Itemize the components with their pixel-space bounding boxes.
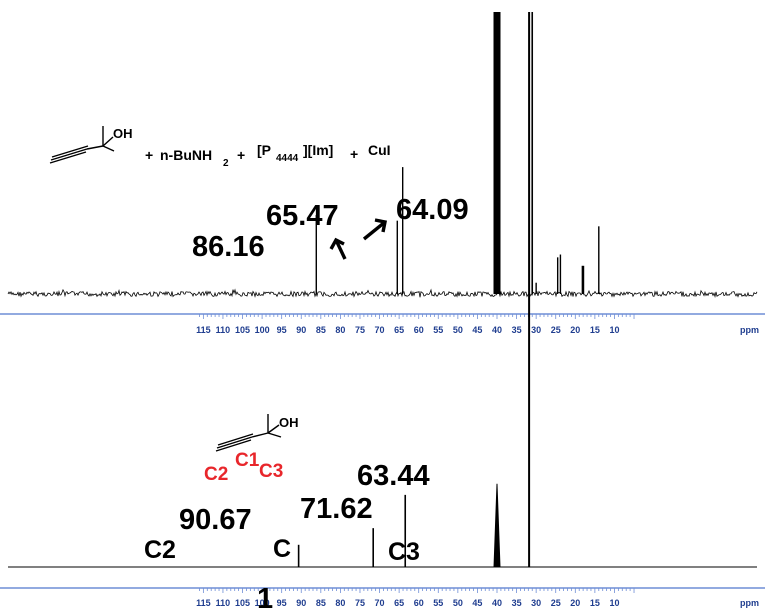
arrow-up-right xyxy=(362,218,388,241)
reagent-copper-iodide: CuI xyxy=(368,142,391,158)
plus-sign-3: + xyxy=(350,146,358,162)
bottom-x-axis: 115 110 105 100 95 90 85 80 75 70 65 60 55 50 45 40 35 30… xyxy=(0,587,765,608)
top-reactant-structure: OH xyxy=(49,126,133,164)
peak-label-71-62: 71.62 xyxy=(300,493,373,525)
bottom-reactant-structure: OH xyxy=(215,414,299,452)
tick-label-25: 25 xyxy=(551,598,561,608)
tick-label-55: 55 xyxy=(433,325,443,335)
tick-label-100: 100 xyxy=(255,598,270,608)
tick-label-75: 75 xyxy=(355,325,365,335)
tick-label-110: 110 xyxy=(216,325,231,335)
top-peak-solvent xyxy=(493,12,501,294)
reagent-ionic-liquid-open: [P xyxy=(257,142,271,158)
reagent-butylamine: n-BuNH xyxy=(160,147,212,163)
top-hydroxyl-label: OH xyxy=(113,126,133,141)
tick-label-110: 110 xyxy=(216,598,231,608)
peak-label-64-09: 64.09 xyxy=(396,194,469,226)
tick-label-30: 30 xyxy=(531,598,541,608)
tick-label-75: 75 xyxy=(355,598,365,608)
tick-label-115: 115 xyxy=(196,598,211,608)
peak-label-65-47: 65.47 xyxy=(266,200,339,232)
compound-number: 1 xyxy=(257,583,273,610)
atom-label-c2: C2 xyxy=(204,464,228,485)
top-spectrum-baseline xyxy=(7,288,758,298)
carbon-label-c2: C2 xyxy=(144,536,176,564)
tick-label-85: 85 xyxy=(316,325,326,335)
tick-label-100: 100 xyxy=(255,325,270,335)
atom-numbering: C2 C1 C3 xyxy=(204,450,283,485)
bottom-hydroxyl-label: OH xyxy=(279,415,299,430)
atom-label-c3: C3 xyxy=(259,461,283,482)
tick-label-55: 55 xyxy=(433,598,443,608)
tick-label-15: 15 xyxy=(590,325,600,335)
tick-label-50: 50 xyxy=(453,598,463,608)
tick-label-70: 70 xyxy=(375,598,385,608)
reaction-conditions: + n-BuNH 2 + [P 4444 ][Im] + CuI xyxy=(145,142,391,169)
tick-label-20: 20 xyxy=(570,325,580,335)
top-x-axis: 115 110 105 100 95 90 85 80 75 70 65 60 55 50 45 40 35 30… xyxy=(0,313,765,335)
tick-label-15: 15 xyxy=(590,598,600,608)
tick-label-115: 115 xyxy=(196,325,211,335)
tick-label-35: 35 xyxy=(512,325,522,335)
top-axis-unit: ppm xyxy=(740,325,759,335)
tick-label-40: 40 xyxy=(492,598,502,608)
tick-label-65: 65 xyxy=(394,325,404,335)
arrow-up-left xyxy=(329,237,347,260)
tick-label-80: 80 xyxy=(335,598,345,608)
peak-label-86-16: 86.16 xyxy=(192,231,265,263)
tick-label-105: 105 xyxy=(235,598,250,608)
peak-label-63-44: 63.44 xyxy=(357,460,430,492)
carbon-label-c3: C3 xyxy=(388,538,420,566)
tick-label-60: 60 xyxy=(414,598,424,608)
tick-label-95: 95 xyxy=(277,325,287,335)
carbon-label-c: C xyxy=(273,535,291,563)
bottom-peak-labels: 90.67 71.62 63.44 C2 C C3 1 xyxy=(144,460,430,610)
tick-label-85: 85 xyxy=(316,598,326,608)
tick-label-25: 25 xyxy=(551,325,561,335)
bottom-axis-unit: ppm xyxy=(740,598,759,608)
tick-label-90: 90 xyxy=(296,325,306,335)
plus-sign-1: + xyxy=(145,147,153,163)
tick-label-50: 50 xyxy=(453,325,463,335)
atom-label-c1: C1 xyxy=(235,450,260,471)
reagent-ionic-liquid-subscript: 4444 xyxy=(276,153,299,164)
tick-label-20: 20 xyxy=(570,598,580,608)
bottom-spectrum-panel: 115 110 105 100 95 90 85 80 75 70 65 60 55 50 45 40 35 30… xyxy=(0,12,765,610)
reagent-butylamine-subscript: 2 xyxy=(223,158,229,169)
bottom-peak-solvent xyxy=(493,483,501,568)
reagent-ionic-liquid-close: ][Im] xyxy=(303,142,333,158)
plus-sign-2: + xyxy=(237,147,245,163)
tick-label-45: 45 xyxy=(472,325,482,335)
tick-label-45: 45 xyxy=(472,598,482,608)
top-spectrum-panel: 115 110 105 100 95 90 85 80 75 70 65 60 55 50 45 40 35 30… xyxy=(0,12,765,335)
tick-label-10: 10 xyxy=(609,598,619,608)
tick-label-35: 35 xyxy=(512,598,522,608)
peak-label-90-67: 90.67 xyxy=(179,504,252,536)
top-peak-labels: 86.16 65.47 64.09 xyxy=(192,194,469,263)
tick-label-30: 30 xyxy=(531,325,541,335)
tick-label-80: 80 xyxy=(335,325,345,335)
tick-label-10: 10 xyxy=(609,325,619,335)
tick-label-70: 70 xyxy=(375,325,385,335)
tick-label-90: 90 xyxy=(296,598,306,608)
tick-label-40: 40 xyxy=(492,325,502,335)
tick-label-65: 65 xyxy=(394,598,404,608)
tick-label-95: 95 xyxy=(277,598,287,608)
tick-label-60: 60 xyxy=(414,325,424,335)
tick-label-105: 105 xyxy=(235,325,250,335)
